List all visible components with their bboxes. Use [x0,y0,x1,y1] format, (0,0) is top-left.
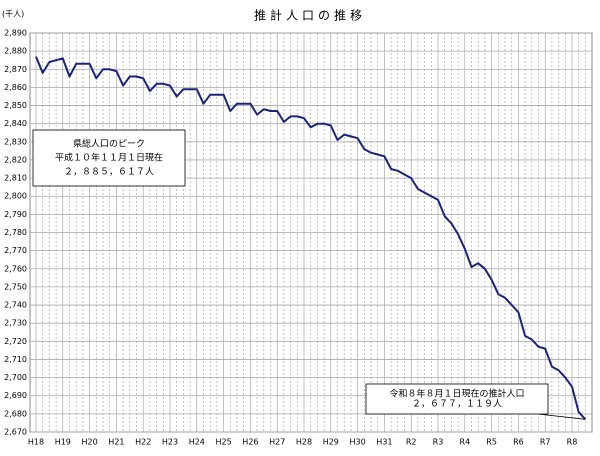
x-tick-label: H21 [108,438,124,447]
y-tick-label: 2,710 [4,355,27,364]
y-tick-label: 2,770 [4,246,27,255]
x-tick-label: R2 [406,438,417,447]
y-tick-label: 2,850 [4,101,27,110]
y-tick-label: 2,760 [4,264,27,273]
x-tick-label: H20 [81,438,97,447]
annotation-text: 平成１０年１１月１日現在 [55,152,163,164]
x-tick-label: H25 [215,438,231,447]
annotation-text: ２，８８５，６１７人 [64,167,154,178]
y-tick-label: 2,670 [4,428,27,437]
x-tick-label: H31 [376,438,392,447]
annotation-box [32,129,186,187]
x-tick-label: H28 [296,438,312,447]
y-tick-label: 2,700 [4,373,27,382]
x-tick-label: H30 [349,438,365,447]
x-tick-label: H27 [269,438,285,447]
y-tick-label: 2,840 [4,119,27,128]
x-tick-label: H26 [242,438,258,447]
annotation-text: 県総人口のピーク [73,138,145,150]
y-tick-label: 2,730 [4,319,27,328]
data-line [35,56,587,420]
chart-title: 推計人口の推移 [254,8,366,23]
x-tick-label: H24 [189,438,205,447]
x-tick-label: R7 [540,438,551,447]
x-tick-label: R6 [513,438,524,447]
y-tick-label: 2,790 [4,210,27,219]
y-tick-label: 2,780 [4,228,27,237]
x-tick-label: R5 [486,438,497,447]
annotation-leader [537,413,586,420]
y-tick-label: 2,880 [4,47,27,56]
x-tick-label: R8 [567,438,578,447]
y-tick-label: 2,870 [4,65,27,74]
annotation-text: ２，６７７，１１９人 [412,399,502,410]
y-tick-label: 2,690 [4,391,27,400]
y-tick-label: 2,860 [4,83,27,92]
y-tick-label: 2,680 [4,409,27,418]
x-tick-label: R3 [433,438,444,447]
y-tick-label: 2,830 [4,137,27,146]
y-tick-label: 2,810 [4,174,27,183]
x-tick-label: R4 [459,438,470,447]
y-tick-label: 2,750 [4,282,27,291]
y-axis-label: (千人) [2,9,24,19]
x-tick-label: H29 [323,438,339,447]
annotation-text: 令和８年８月１日現在の推計人口 [389,388,524,400]
y-tick-label: 2,820 [4,155,27,164]
x-tick-label: H23 [162,438,178,447]
x-tick-label: H22 [135,438,151,447]
x-tick-label: H19 [55,438,71,447]
y-tick-label: 2,800 [4,192,27,201]
y-tick-label: 2,890 [4,29,27,38]
y-tick-label: 2,740 [4,301,27,310]
x-tick-label: H18 [28,438,44,447]
annotation-box [365,383,549,415]
y-tick-label: 2,720 [4,337,27,346]
